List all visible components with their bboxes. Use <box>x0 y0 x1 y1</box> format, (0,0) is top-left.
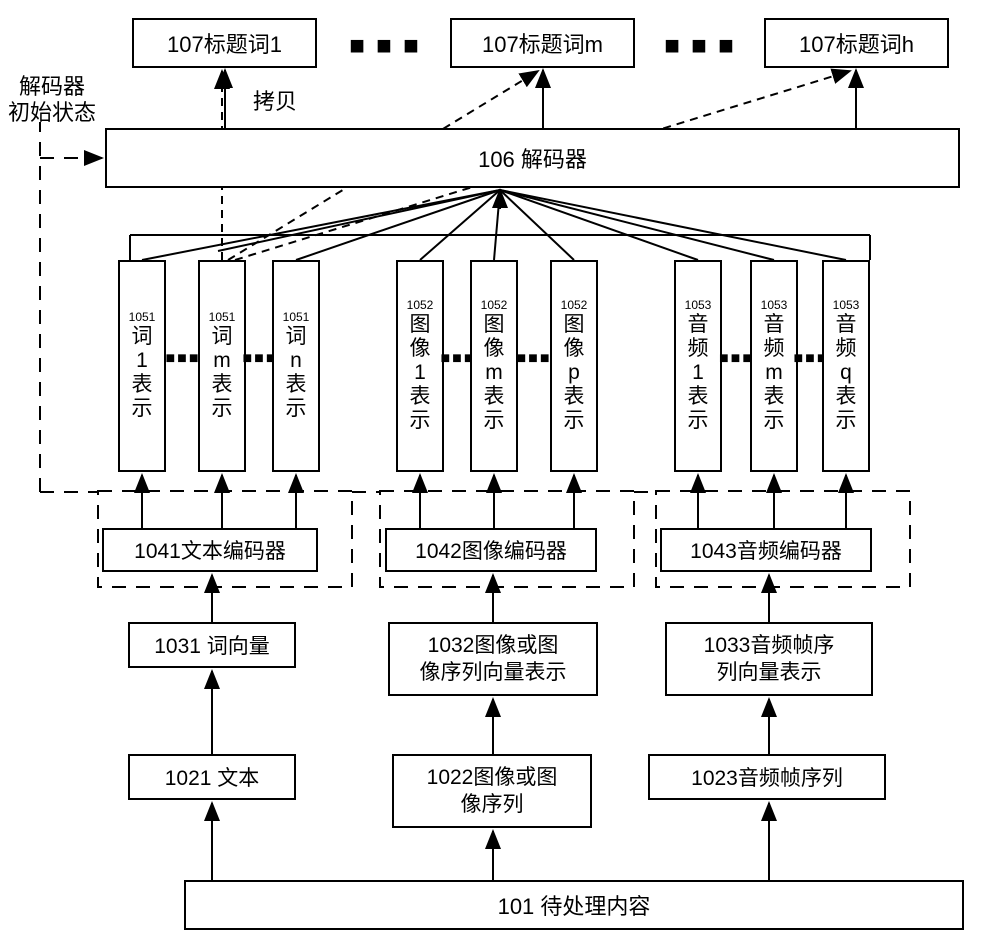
audio-vector: 1033音频帧序列向量表示 <box>665 622 873 696</box>
title-word-h: 107标题词h <box>764 18 949 68</box>
title-word-1-label: 107标题词1 <box>167 27 282 59</box>
dots-aud-1: ■■■ <box>723 350 750 368</box>
content-label: 101 待处理内容 <box>498 889 651 921</box>
text-input-label: 1021 文本 <box>165 762 260 792</box>
content-to-process: 101 待处理内容 <box>184 880 964 930</box>
dots-titles-1: ■ ■ ■ <box>335 30 435 61</box>
word-n-repr: 1051 词n表示 <box>272 260 320 472</box>
decoder-init-label-l2: 初始状态 <box>8 100 96 126</box>
dots-img-2: ■■■ <box>519 350 549 368</box>
audio-encoder-label: 1043音频编码器 <box>690 535 842 565</box>
text-input: 1021 文本 <box>128 754 296 800</box>
title-word-m-label: 107标题词m <box>482 27 603 59</box>
audio-encoder: 1043音频编码器 <box>660 528 872 572</box>
title-word-h-label: 107标题词h <box>799 27 914 59</box>
aud-m-repr: 1053 音频m表示 <box>750 260 798 472</box>
audio-input-label: 1023音频帧序列 <box>691 762 843 792</box>
text-encoder: 1041文本编码器 <box>102 528 318 572</box>
word-vector: 1031 词向量 <box>128 622 296 668</box>
architecture-diagram: 107标题词1 ■ ■ ■ 107标题词m ■ ■ ■ 107标题词h 解码器 … <box>0 0 1000 952</box>
copy-label: 拷贝 <box>253 84 297 116</box>
decoder: 106 解码器 <box>105 128 960 188</box>
img-m-repr: 1052 图像m表示 <box>470 260 518 472</box>
dots-words-2: ■■■ <box>247 350 273 368</box>
image-vector: 1032图像或图像序列向量表示 <box>388 622 598 696</box>
aud-1-repr: 1053 音频1表示 <box>674 260 722 472</box>
image-input: 1022图像或图像序列 <box>392 754 592 828</box>
img-1-repr: 1052 图像1表示 <box>396 260 444 472</box>
dots-titles-2: ■ ■ ■ <box>650 30 750 61</box>
title-word-1: 107标题词1 <box>132 18 317 68</box>
image-encoder-label: 1042图像编码器 <box>415 535 567 565</box>
aud-q-repr: 1053 音频q表示 <box>822 260 870 472</box>
dots-img-1: ■■■ <box>445 350 471 368</box>
image-encoder: 1042图像编码器 <box>385 528 597 572</box>
img-p-repr: 1052 图像p表示 <box>550 260 598 472</box>
title-word-m: 107标题词m <box>450 18 635 68</box>
decoder-init-label: 解码器 初始状态 <box>8 74 96 127</box>
word-vector-label: 1031 词向量 <box>154 630 270 660</box>
decoder-init-label-l1: 解码器 <box>8 74 96 100</box>
dots-words-1: ■■■ <box>168 350 198 368</box>
decoder-label: 106 解码器 <box>478 142 587 174</box>
dots-aud-2: ■■■ <box>799 350 823 368</box>
text-encoder-label: 1041文本编码器 <box>134 535 286 565</box>
audio-input: 1023音频帧序列 <box>648 754 886 800</box>
word-m-repr: 1051 词m表示 <box>198 260 246 472</box>
word-1-repr: 1051 词1表示 <box>118 260 166 472</box>
